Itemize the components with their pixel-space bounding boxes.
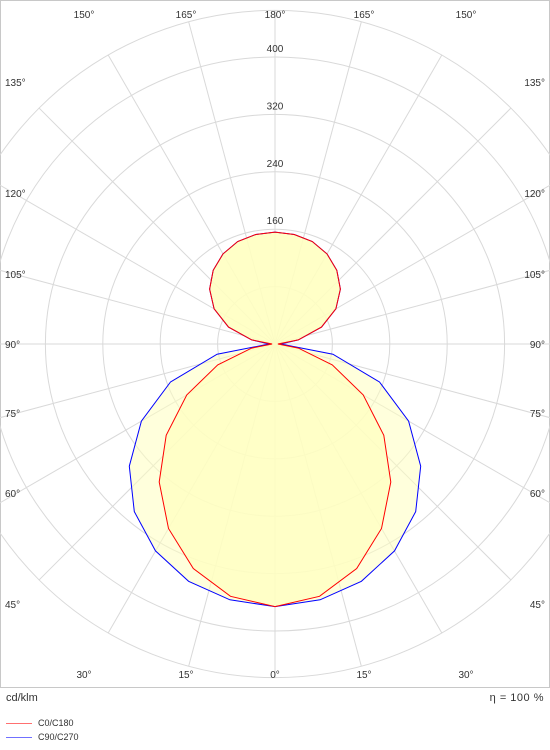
- angle-label-bottom: 30°: [458, 670, 473, 681]
- radial-tick-label: 160: [267, 216, 284, 227]
- c0-fill: [159, 232, 391, 607]
- efficiency-label: η = 100 %: [489, 692, 544, 704]
- radial-tick-label: 400: [267, 44, 284, 55]
- angle-label-left: 60°: [5, 489, 20, 500]
- grid-ring-outer: [0, 9, 550, 679]
- legend-item-c0: C0/C180: [6, 716, 79, 730]
- legend-label-c90: C90/C270: [38, 732, 79, 742]
- c0-curve: [158, 231, 392, 608]
- legend-swatch-c0: [6, 722, 32, 724]
- angle-label-right: 45°: [530, 600, 545, 611]
- angle-label-right: 75°: [530, 409, 545, 420]
- unit-label: cd/klm: [6, 692, 38, 704]
- radial-tick-label: 240: [267, 159, 284, 170]
- angle-label-right: 135°: [524, 78, 545, 89]
- angle-label-left: 120°: [5, 189, 26, 200]
- angle-label-top: 165°: [176, 10, 197, 21]
- angle-label-left: 75°: [5, 409, 20, 420]
- angle-label-top: 180°: [265, 10, 286, 21]
- angle-label-top: 150°: [456, 10, 477, 21]
- angle-label-left: 135°: [5, 78, 26, 89]
- angle-label-bottom: 30°: [76, 670, 91, 681]
- angle-label-right: 105°: [524, 270, 545, 281]
- angle-label-left: 45°: [5, 600, 20, 611]
- angle-label-left: 105°: [5, 270, 26, 281]
- grid-spoke: [274, 269, 550, 345]
- legend: C0/C180 C90/C270: [6, 716, 79, 744]
- legend-swatch-c90: [6, 736, 32, 738]
- angle-label-top: 165°: [354, 10, 375, 21]
- grid-spoke: [0, 269, 276, 345]
- angle-label-left: 90°: [5, 340, 20, 351]
- angle-label-right: 60°: [530, 489, 545, 500]
- angle-label-right: 90°: [530, 340, 545, 351]
- angle-label-top: 150°: [74, 10, 95, 21]
- grid-ring: [0, 56, 550, 632]
- legend-label-c0: C0/C180: [38, 718, 74, 728]
- legend-item-c90: C90/C270: [6, 730, 79, 744]
- angle-label-right: 120°: [524, 189, 545, 200]
- angle-label-bottom: 15°: [356, 670, 371, 681]
- angle-label-bottom: 15°: [178, 670, 193, 681]
- polar-chart: 160 240 320 400 30° 15° 0° 15° 30° 150° 165° 180° 16…: [0, 9, 550, 681]
- radial-tick-label: 320: [267, 101, 284, 112]
- angle-label-bottom: 0°: [270, 670, 280, 681]
